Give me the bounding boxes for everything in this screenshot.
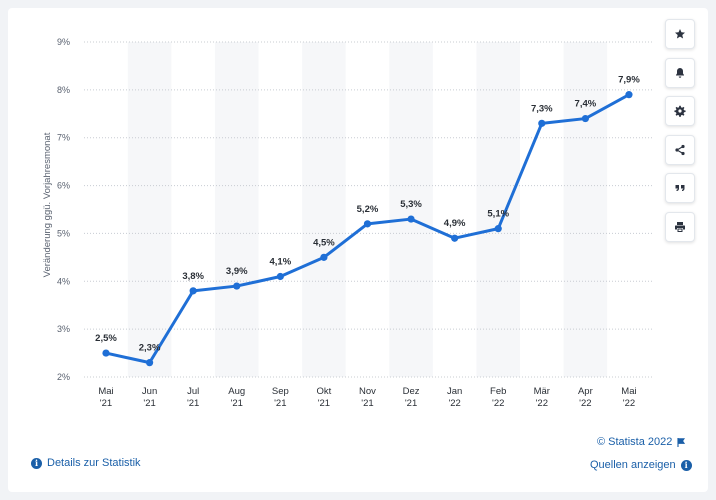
- data-label: 2,5%: [95, 333, 117, 344]
- y-axis-title: Veränderung ggü. Vorjahresmonat: [42, 132, 53, 277]
- share-icon: [675, 144, 685, 155]
- data-point: [276, 272, 284, 281]
- data-point: [625, 91, 633, 99]
- data-point: [363, 220, 372, 228]
- details-label: Details zur Statistik: [47, 457, 141, 469]
- x-tick-label: Apr '22: [578, 386, 593, 409]
- x-tick-label: Mär '22: [534, 386, 550, 409]
- category-band: [127, 42, 172, 377]
- data-label: 7,9%: [618, 75, 640, 86]
- y-tick-label: 2%: [57, 372, 70, 382]
- sources-label: Quellen anzeigen: [590, 459, 676, 471]
- alternating-bands: [127, 42, 608, 377]
- x-tick-label: Okt '21: [317, 386, 332, 409]
- x-axis-ticks: Mai '21 Jun '21 Jul '21 Aug '21 Sep '21 Okt '21 Nov '…: [98, 386, 636, 409]
- data-labels: 2,5% 2,3% 3,8% 3,9% 4,1% 4,5% 5,2% 5,3% 4,9% 5,1%…: [95, 75, 640, 354]
- x-tick-label: Feb '22: [490, 386, 506, 409]
- category-band: [302, 42, 346, 377]
- print-button[interactable]: [665, 211, 695, 242]
- data-points: [102, 91, 633, 367]
- data-label: 4,9%: [444, 218, 466, 229]
- toolbar: [665, 19, 697, 250]
- data-point: [233, 282, 241, 290]
- x-tick-label: Sep '21: [272, 386, 289, 409]
- cite-button[interactable]: [665, 173, 695, 203]
- x-tick-label: Dez '21: [403, 386, 420, 409]
- x-tick-label: Jun '21: [142, 386, 157, 409]
- data-point: [538, 119, 546, 127]
- y-tick-label: 8%: [57, 85, 70, 95]
- data-point: [494, 225, 502, 233]
- y-axis-ticks: 2% 3% 4% 5% 6% 7% 8% 9%: [57, 37, 70, 382]
- data-label: 4,5%: [313, 237, 335, 248]
- data-label: 5,3%: [400, 199, 422, 210]
- flag-icon: [677, 437, 686, 447]
- x-tick-label: Mai '22: [621, 386, 636, 409]
- y-tick-label: 7%: [57, 133, 70, 143]
- favorite-button[interactable]: [665, 19, 695, 49]
- y-tick-label: 4%: [57, 276, 70, 286]
- data-label: 2,3%: [139, 343, 161, 354]
- share-button[interactable]: [665, 134, 695, 165]
- x-tick-label: Jul '21: [187, 386, 199, 409]
- data-point: [189, 287, 197, 295]
- y-tick-label: 5%: [57, 228, 70, 238]
- x-tick-label: Jan '22: [447, 386, 462, 409]
- x-tick-label: Mai '21: [98, 386, 113, 409]
- category-band: [476, 42, 521, 377]
- settings-button[interactable]: [665, 96, 695, 126]
- info-icon: i: [680, 459, 692, 471]
- data-label: 5,2%: [357, 204, 379, 215]
- bell-icon: [676, 67, 684, 78]
- x-tick-label: Aug '21: [228, 386, 245, 409]
- data-label: 4,1%: [269, 257, 291, 268]
- data-label: 3,9%: [226, 266, 248, 277]
- category-band: [563, 42, 608, 377]
- data-point: [102, 349, 110, 357]
- series-line: [104, 93, 631, 365]
- print-icon: [675, 221, 685, 232]
- data-label: 7,3%: [531, 103, 553, 114]
- data-point: [407, 215, 415, 223]
- star-icon: [675, 29, 685, 39]
- details-link[interactable]: i Details zur Statistik: [31, 457, 141, 469]
- data-point: [581, 114, 589, 123]
- data-label: 7,4%: [575, 99, 597, 110]
- sources-link[interactable]: Quellen anzeigen i: [590, 459, 692, 471]
- category-band: [214, 42, 259, 377]
- data-label: 5,1%: [487, 209, 509, 220]
- y-tick-label: 6%: [57, 181, 70, 191]
- data-point: [145, 359, 154, 367]
- y-tick-label: 3%: [57, 324, 70, 334]
- copyright-text: © Statista 2022: [597, 436, 673, 448]
- data-point: [320, 253, 328, 261]
- notification-button[interactable]: [665, 57, 695, 88]
- quote-icon: [675, 185, 685, 191]
- data-point: [451, 234, 459, 242]
- info-icon: i: [31, 457, 42, 469]
- x-tick-label: Nov '21: [359, 386, 376, 409]
- gear-icon: [674, 105, 686, 117]
- category-band: [389, 42, 433, 377]
- data-label: 3,8%: [182, 271, 204, 282]
- copyright-link[interactable]: © Statista 2022: [597, 436, 686, 448]
- y-tick-label: 9%: [57, 37, 70, 47]
